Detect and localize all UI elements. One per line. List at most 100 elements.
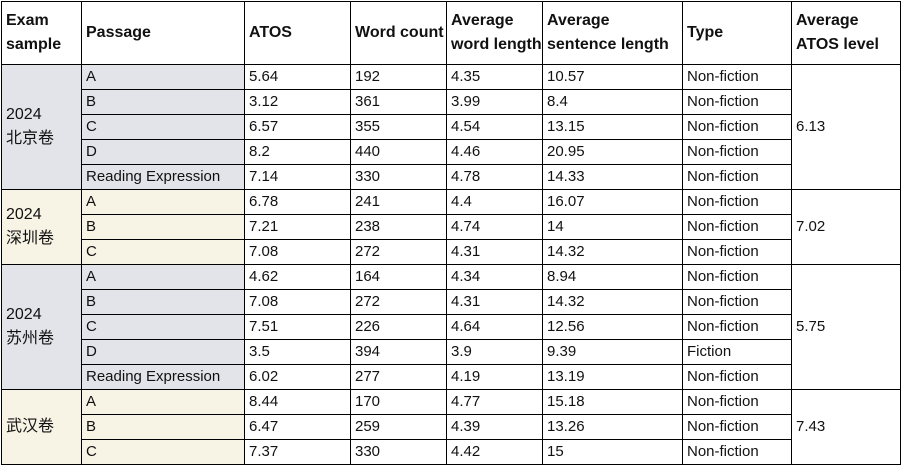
exam-year: 2024 [6,106,42,123]
header-type: Type [682,1,792,65]
table-row: D 8.2 440 4.46 20.95 Non-fiction [2,139,901,165]
type-cell: Non-fiction [682,264,792,290]
table-body: 2024 北京卷 A 5.64 192 4.35 10.57 Non-fiction 6.13 B… [1,64,901,465]
avg-atos-level-cell: 7.43 [791,389,901,465]
word-count-cell: 164 [350,264,447,290]
passage-cell: B [81,289,245,315]
passage-cell: A [81,264,245,290]
word-count-cell: 277 [350,364,447,390]
atos-cell: 6.78 [244,189,351,215]
word-count-cell: 192 [350,64,447,90]
word-count-cell: 330 [350,164,447,190]
header-passage: Passage [81,1,245,65]
exam-name: 苏州卷 [6,330,55,347]
avg-sentence-length-cell: 9.39 [542,339,683,365]
word-count-cell: 361 [350,89,447,115]
avg-sentence-length-cell: 10.57 [542,64,683,90]
atos-cell: 7.08 [244,239,351,265]
avg-word-length-cell: 4.39 [446,414,543,440]
header-word-count: Word count [350,1,447,65]
avg-sentence-length-cell: 14.32 [542,239,683,265]
header-avg-word-length: Average word length [446,1,543,65]
atos-cell: 3.5 [244,339,351,365]
avg-word-length-cell: 3.99 [446,89,543,115]
avg-sentence-length-cell: 14 [542,214,683,240]
exam-name: 深圳卷 [6,230,55,247]
atos-cell: 7.51 [244,314,351,340]
avg-atos-level-cell: 6.13 [791,64,901,190]
avg-word-length-cell: 4.77 [446,389,543,415]
passage-cell: Reading Expression [81,164,245,190]
type-cell: Non-fiction [682,189,792,215]
avg-sentence-length-cell: 13.15 [542,114,683,140]
passage-cell: B [81,414,245,440]
atos-cell: 7.14 [244,164,351,190]
atos-cell: 8.2 [244,139,351,165]
type-cell: Non-fiction [682,314,792,340]
exam-name: 武汉卷 [6,418,55,435]
passage-cell: B [81,89,245,115]
avg-word-length-cell: 4.31 [446,239,543,265]
passage-cell: C [81,239,245,265]
exam-name: 北京卷 [6,130,55,147]
exam-year: 2024 [6,206,42,223]
atos-cell: 6.02 [244,364,351,390]
passage-cell: A [81,389,245,415]
word-count-cell: 259 [350,414,447,440]
type-cell: Non-fiction [682,364,792,390]
atos-cell: 8.44 [244,389,351,415]
passage-cell: C [81,314,245,340]
atos-cell: 3.12 [244,89,351,115]
type-cell: Non-fiction [682,139,792,165]
word-count-cell: 226 [350,314,447,340]
avg-sentence-length-cell: 20.95 [542,139,683,165]
word-count-cell: 440 [350,139,447,165]
table-row: B 6.47 259 4.39 13.26 Non-fiction [2,414,901,440]
avg-word-length-cell: 4.54 [446,114,543,140]
avg-word-length-cell: 4.78 [446,164,543,190]
passage-cell: C [81,439,245,465]
word-count-cell: 170 [350,389,447,415]
avg-sentence-length-cell: 14.33 [542,164,683,190]
type-cell: Non-fiction [682,114,792,140]
avg-word-length-cell: 4.46 [446,139,543,165]
atos-cell: 7.21 [244,214,351,240]
avg-word-length-cell: 4.74 [446,214,543,240]
passage-cell: Reading Expression [81,364,245,390]
type-cell: Non-fiction [682,389,792,415]
table-row: 武汉卷 A 8.44 170 4.77 15.18 Non-fiction 7.43 [1,389,901,465]
table-row: B 7.08 272 4.31 14.32 Non-fiction [2,289,901,315]
avg-atos-level-cell: 7.02 [791,189,901,265]
table-row: 2024 深圳卷 A 6.78 241 4.4 16.07 Non-fiction 7.02 [1,189,901,265]
avg-sentence-length-cell: 12.56 [542,314,683,340]
word-count-cell: 394 [350,339,447,365]
exam-year: 2024 [6,306,42,323]
header-avg-sentence-length: Average sentence length [542,1,683,65]
avg-word-length-cell: 4.19 [446,364,543,390]
avg-sentence-length-cell: 8.94 [542,264,683,290]
atos-cell: 7.37 [244,439,351,465]
passage-cell: B [81,214,245,240]
table-row: B 3.12 361 3.99 8.4 Non-fiction [2,89,901,115]
type-cell: Non-fiction [682,164,792,190]
table-row: C 7.51 226 4.64 12.56 Non-fiction [2,314,901,340]
table-row: D 3.5 394 3.9 9.39 Fiction [2,339,901,365]
type-cell: Non-fiction [682,89,792,115]
header-row: Exam sample Passage ATOS Word count Aver… [1,1,901,65]
atos-cell: 7.08 [244,289,351,315]
passage-cell: A [81,189,245,215]
word-count-cell: 355 [350,114,447,140]
avg-sentence-length-cell: 8.4 [542,89,683,115]
header-avg-atos-level: Average ATOS level [791,1,901,65]
exam-sample-cell: 2024 苏州卷 [1,264,82,390]
word-count-cell: 241 [350,189,447,215]
word-count-cell: 238 [350,214,447,240]
avg-word-length-cell: 4.34 [446,264,543,290]
table-row: B 7.21 238 4.74 14 Non-fiction [2,214,901,240]
table-row: C 7.37 330 4.42 15 Non-fiction [2,439,901,465]
word-count-cell: 330 [350,439,447,465]
header-atos: ATOS [244,1,351,65]
header-exam-sample: Exam sample [1,1,82,65]
table-row: C 6.57 355 4.54 13.15 Non-fiction [2,114,901,140]
avg-word-length-cell: 4.35 [446,64,543,90]
